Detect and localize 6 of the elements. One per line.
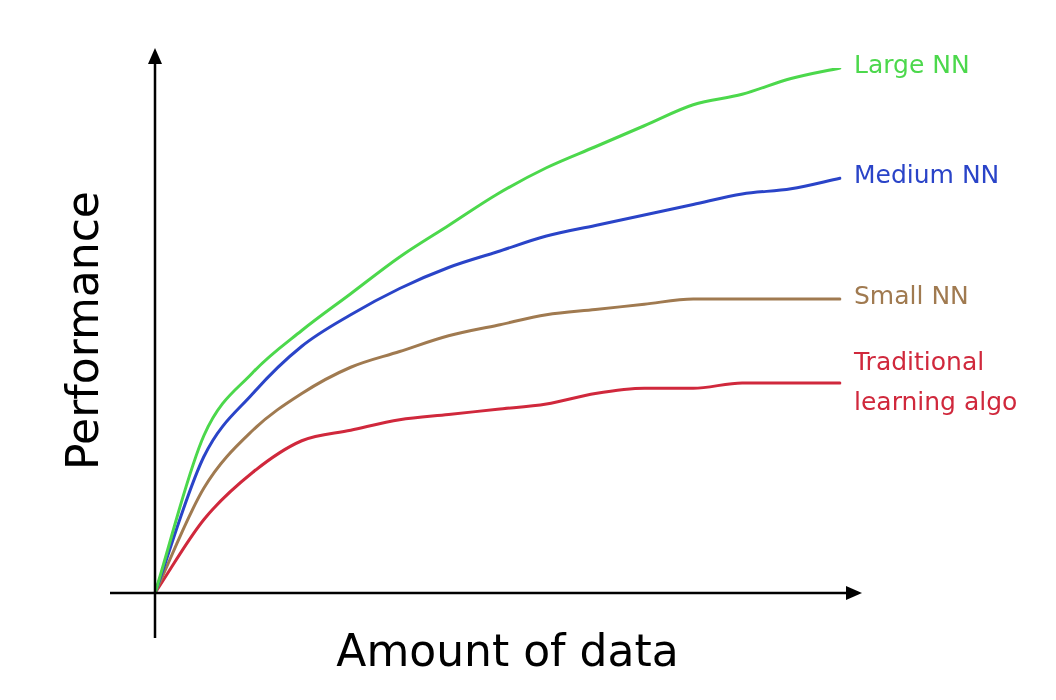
- series-label: Traditional learning algo: [853, 346, 1018, 416]
- series-label: Small NN: [854, 280, 969, 310]
- series-label: Medium NN: [854, 159, 1000, 189]
- series-label: Large NN: [854, 49, 970, 79]
- y-axis-title: Performance: [57, 191, 109, 470]
- x-axis-title: Amount of data: [336, 625, 679, 677]
